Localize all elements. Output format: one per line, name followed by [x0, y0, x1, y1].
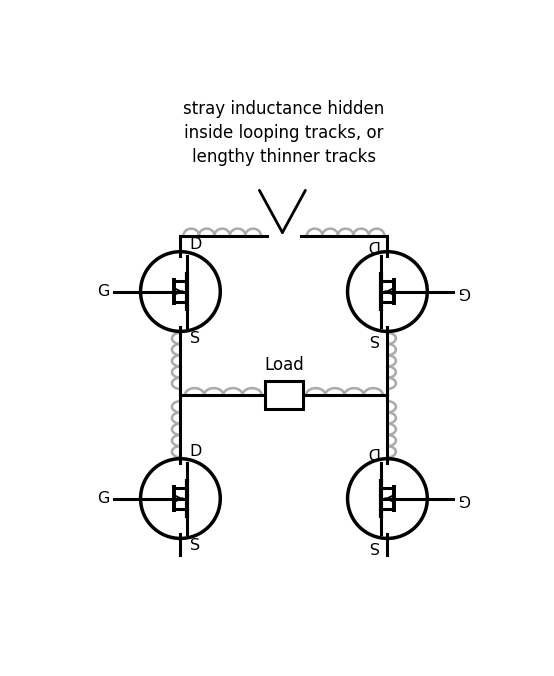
- Text: stray inductance hidden
inside looping tracks, or
lengthy thinner tracks: stray inductance hidden inside looping t…: [183, 100, 384, 166]
- Text: S: S: [368, 538, 378, 553]
- Text: G: G: [98, 284, 110, 299]
- Text: D: D: [366, 444, 378, 459]
- Text: D: D: [366, 237, 378, 252]
- Text: G: G: [98, 491, 110, 506]
- Text: D: D: [189, 444, 202, 459]
- Text: S: S: [189, 331, 200, 346]
- Text: G: G: [458, 491, 470, 506]
- Text: Load: Load: [264, 356, 304, 374]
- Text: G: G: [458, 284, 470, 299]
- Text: S: S: [368, 331, 378, 346]
- Text: S: S: [189, 538, 200, 553]
- Text: D: D: [189, 237, 202, 252]
- Bar: [265, 381, 303, 409]
